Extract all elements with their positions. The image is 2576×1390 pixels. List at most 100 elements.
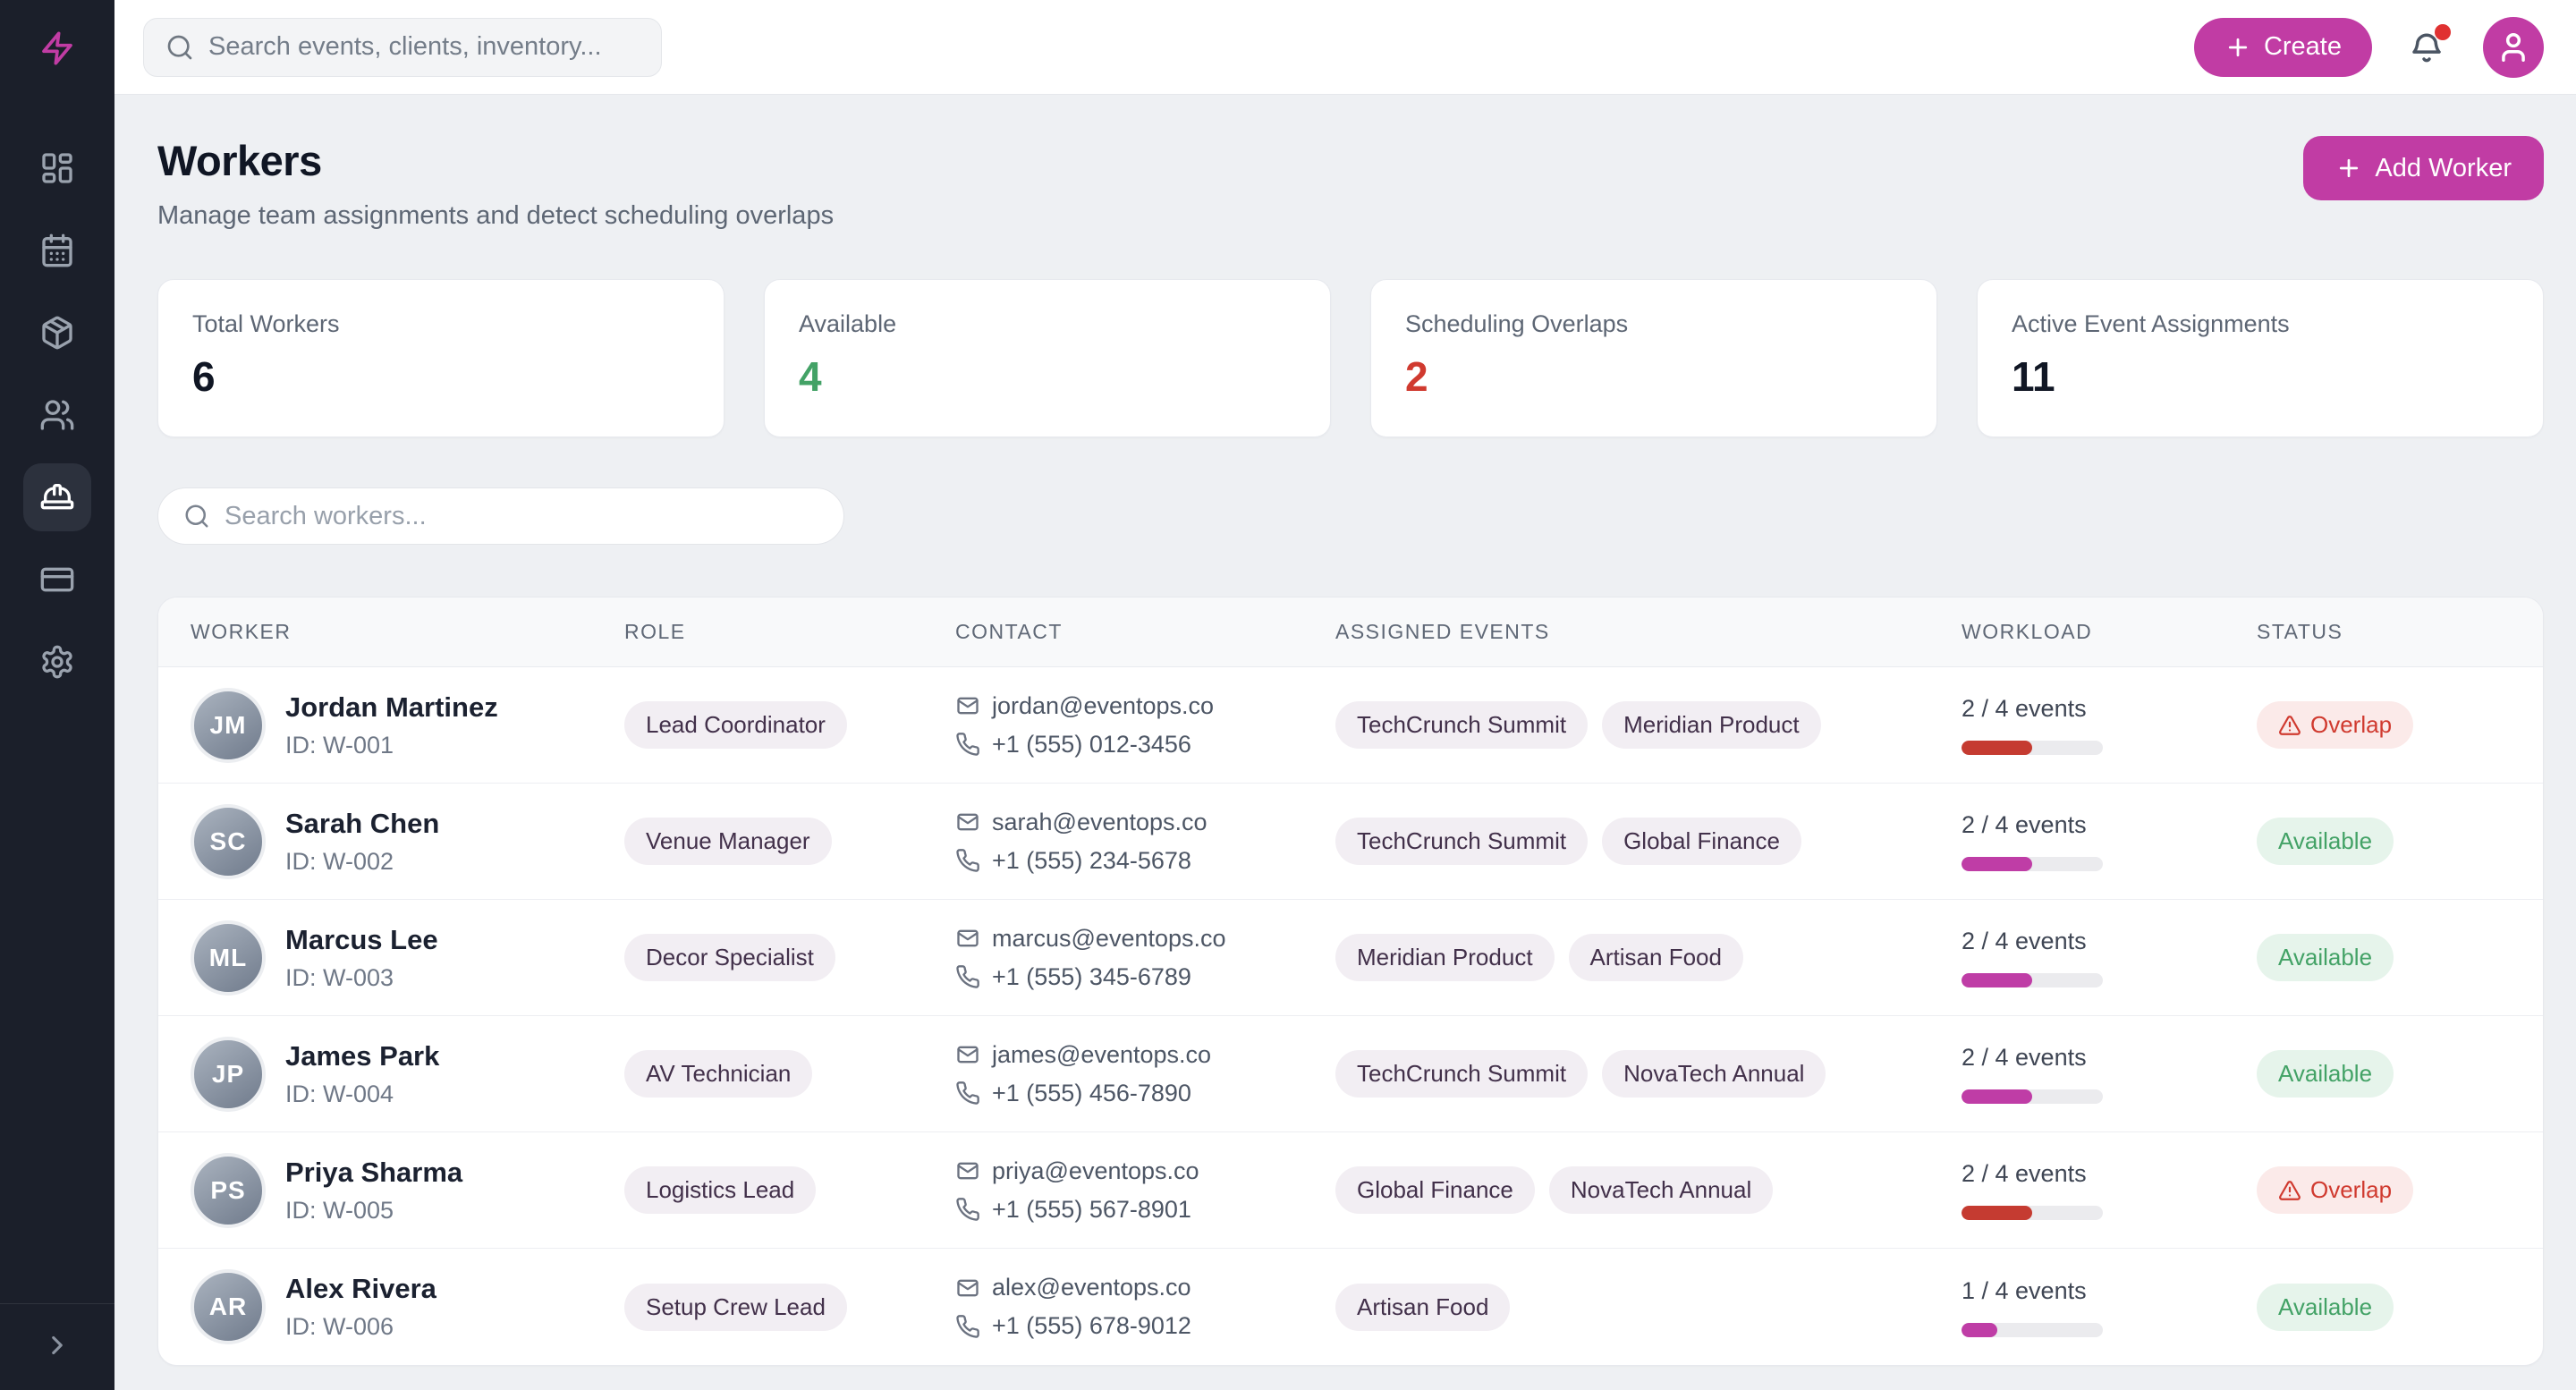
event-badge[interactable]: Global Finance	[1602, 818, 1801, 865]
global-search[interactable]	[143, 17, 662, 77]
sidebar-item-dashboard[interactable]	[23, 134, 91, 202]
workload-bar-fill	[1962, 973, 2032, 987]
phone-icon	[956, 1314, 979, 1338]
contact-phone-text: +1 (555) 234-5678	[992, 846, 1191, 874]
workload-label: 2 / 4 events	[1962, 811, 2087, 838]
workload-bar	[1962, 1089, 2103, 1104]
event-badge[interactable]: Artisan Food	[1568, 934, 1743, 981]
stat-label: Total Workers	[192, 310, 340, 337]
role-badge: Setup Crew Lead	[624, 1283, 847, 1331]
sidebar-item-settings[interactable]	[23, 628, 91, 696]
assigned-events: Global Finance NovaTech Annual	[1335, 1166, 1962, 1214]
worker-id: ID: W-005	[285, 1196, 394, 1224]
contact-email[interactable]: alex@eventops.co	[955, 1274, 1335, 1301]
sidebar-item-calendar[interactable]	[23, 216, 91, 284]
role-badge: Decor Specialist	[624, 934, 835, 981]
workload-bar-fill	[1962, 1206, 2032, 1220]
worker-name: James Park	[285, 1039, 440, 1072]
global-search-input[interactable]	[208, 32, 640, 62]
workers-search-input[interactable]	[225, 501, 818, 531]
assigned-events: Meridian Product Artisan Food	[1335, 934, 1962, 981]
stat-label: Active Event Assignments	[2012, 310, 2290, 337]
workload-bar-fill	[1962, 1089, 2032, 1104]
table-row[interactable]: JP James Park ID: W-004 AV Technician ja…	[158, 1016, 2543, 1132]
event-badge[interactable]: Meridian Product	[1335, 934, 1555, 981]
role-badge: AV Technician	[624, 1050, 813, 1098]
contact-email-text: alex@eventops.co	[992, 1274, 1191, 1301]
contact-phone-text: +1 (555) 345-6789	[992, 962, 1191, 990]
contact-phone[interactable]: +1 (555) 234-5678	[955, 847, 1335, 875]
calendar-icon	[42, 233, 72, 267]
contact-phone[interactable]: +1 (555) 456-7890	[955, 1080, 1335, 1107]
create-button-label: Create	[2263, 32, 2342, 61]
table-row[interactable]: ML Marcus Lee ID: W-003 Decor Specialist…	[158, 900, 2543, 1016]
sidebar-expand-button[interactable]	[36, 1324, 79, 1367]
search-icon	[185, 504, 208, 528]
event-badge[interactable]: TechCrunch Summit	[1335, 1050, 1589, 1098]
contact-phone-text: +1 (555) 567-8901	[992, 1195, 1191, 1223]
contact-phone[interactable]: +1 (555) 567-8901	[955, 1196, 1335, 1224]
contact-email[interactable]: james@eventops.co	[955, 1041, 1335, 1069]
table-row[interactable]: SC Sarah Chen ID: W-002 Venue Manager sa…	[158, 784, 2543, 900]
add-worker-button[interactable]: Add Worker	[2303, 136, 2544, 200]
workload-bar	[1962, 741, 2103, 755]
phone-icon	[956, 965, 979, 988]
event-badge[interactable]: TechCrunch Summit	[1335, 818, 1589, 865]
status-badge: Overlap	[2257, 701, 2414, 749]
worker-name: Marcus Lee	[285, 923, 438, 955]
worker-id: ID: W-002	[285, 847, 394, 875]
event-badge[interactable]: Artisan Food	[1335, 1283, 1511, 1331]
notification-dot	[2435, 23, 2451, 40]
phone-icon	[956, 849, 979, 872]
stats-row: Total Workers 6 Available 4 Scheduling O…	[157, 279, 2544, 437]
event-badge[interactable]: TechCrunch Summit	[1335, 701, 1589, 749]
contact-email[interactable]: marcus@eventops.co	[955, 925, 1335, 953]
table-row[interactable]: JM Jordan Martinez ID: W-001 Lead Coordi…	[158, 667, 2543, 784]
workload-label: 2 / 4 events	[1962, 928, 2087, 954]
contact-email[interactable]: sarah@eventops.co	[955, 809, 1335, 836]
table-row[interactable]: AR Alex Rivera ID: W-006 Setup Crew Lead…	[158, 1249, 2543, 1365]
status-badge: Available	[2257, 1050, 2394, 1098]
bell-icon	[2412, 33, 2441, 62]
column-header-assigned-events: ASSIGNED EVENTS	[1335, 620, 1550, 643]
workload-label: 1 / 4 events	[1962, 1276, 2087, 1304]
notifications-button[interactable]	[2408, 23, 2451, 67]
table-row[interactable]: PS Priya Sharma ID: W-005 Logistics Lead…	[158, 1132, 2543, 1249]
worker-avatar: JM	[191, 687, 266, 763]
sidebar-item-workers[interactable]	[23, 463, 91, 531]
contact-phone[interactable]: +1 (555) 012-3456	[955, 731, 1335, 759]
stat-label: Scheduling Overlaps	[1405, 310, 1629, 337]
mail-icon	[957, 1279, 979, 1296]
contact-phone[interactable]: +1 (555) 345-6789	[955, 963, 1335, 991]
role-badge: Logistics Lead	[624, 1166, 817, 1214]
status-badge: Available	[2257, 934, 2394, 981]
event-badge[interactable]: Global Finance	[1335, 1166, 1535, 1214]
contact-phone-text: +1 (555) 678-9012	[992, 1312, 1191, 1339]
contact-email[interactable]: jordan@eventops.co	[955, 692, 1335, 720]
create-button[interactable]: Create	[2193, 17, 2372, 77]
worker-avatar: AR	[191, 1269, 266, 1344]
event-badge[interactable]: NovaTech Annual	[1548, 1166, 1774, 1214]
sidebar-item-inventory[interactable]	[23, 299, 91, 367]
contact-email[interactable]: priya@eventops.co	[955, 1157, 1335, 1185]
workers-search[interactable]	[157, 487, 844, 545]
contact-phone[interactable]: +1 (555) 678-9012	[955, 1312, 1335, 1340]
sidebar	[0, 0, 114, 1390]
table-header-row: WORKER ROLE CONTACT ASSIGNED EVENTS WORK…	[158, 598, 2543, 667]
stat-card: Scheduling Overlaps 2	[1370, 279, 1937, 437]
workload-bar-fill	[1962, 1322, 1997, 1337]
column-header-contact: CONTACT	[955, 620, 1063, 643]
page-title: Workers	[157, 137, 322, 184]
status-label: Available	[2278, 944, 2373, 970]
user-menu-button[interactable]	[2483, 16, 2544, 78]
sidebar-item-billing[interactable]	[23, 546, 91, 614]
stat-card: Available 4	[764, 279, 1331, 437]
package-icon	[42, 316, 72, 350]
assigned-events: TechCrunch Summit Global Finance	[1335, 818, 1962, 865]
event-badge[interactable]: Meridian Product	[1602, 701, 1821, 749]
sidebar-item-clients[interactable]	[23, 381, 91, 449]
app-logo[interactable]	[32, 23, 82, 73]
dashboard-icon	[42, 153, 72, 183]
event-badge[interactable]: NovaTech Annual	[1602, 1050, 1826, 1098]
contact-email-text: james@eventops.co	[992, 1040, 1212, 1068]
